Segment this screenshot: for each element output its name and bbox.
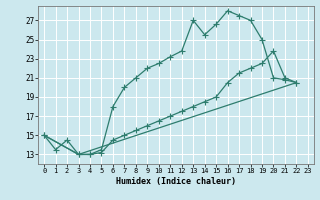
X-axis label: Humidex (Indice chaleur): Humidex (Indice chaleur) — [116, 177, 236, 186]
